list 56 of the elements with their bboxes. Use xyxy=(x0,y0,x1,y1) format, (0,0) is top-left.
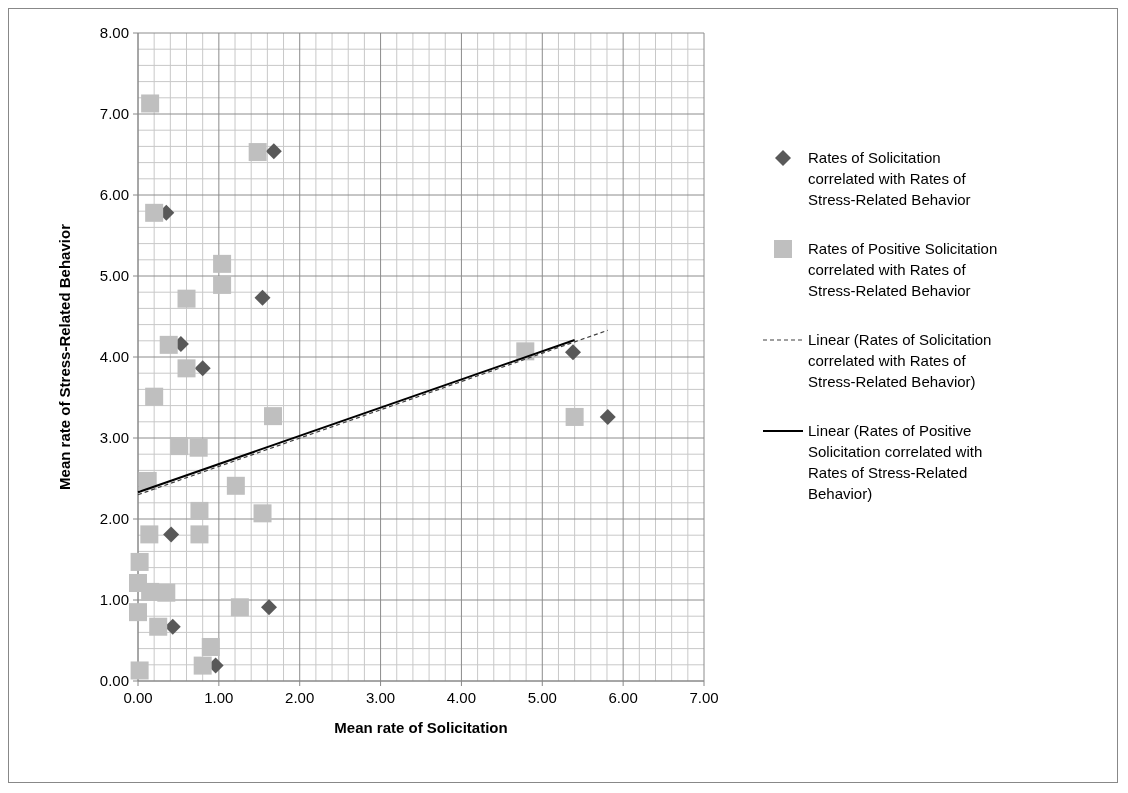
point xyxy=(260,599,277,616)
point xyxy=(177,359,196,378)
point xyxy=(201,637,220,656)
point xyxy=(230,598,249,617)
y-axis-title: Mean rate of Stress-Related Behavior xyxy=(56,223,73,490)
point xyxy=(226,476,245,495)
point xyxy=(129,603,147,622)
point xyxy=(193,656,212,675)
y-tick-label: 7.00 xyxy=(99,105,129,122)
point xyxy=(213,275,232,294)
x-tick-label: 5.00 xyxy=(527,689,557,706)
point xyxy=(145,387,164,406)
point xyxy=(190,525,209,544)
point xyxy=(177,289,196,308)
point xyxy=(159,335,178,354)
point xyxy=(565,407,584,426)
point xyxy=(599,408,616,425)
point xyxy=(213,254,232,273)
x-tick-label: 7.00 xyxy=(689,689,719,706)
legend-label: Linear (Rates of Solicitation correlated with Rates of Stress-Related Behavior) xyxy=(808,331,992,390)
point xyxy=(565,344,582,361)
point xyxy=(254,289,271,306)
y-tick-label: 8.00 xyxy=(99,24,129,41)
x-tick-label: 0.00 xyxy=(123,689,153,706)
point xyxy=(130,552,149,571)
point xyxy=(170,437,189,456)
x-tick-label: 6.00 xyxy=(608,689,638,706)
y-tick-label: 3.00 xyxy=(99,429,129,446)
point xyxy=(194,360,211,377)
point xyxy=(264,407,283,426)
x-tick-label: 3.00 xyxy=(365,689,396,706)
point xyxy=(138,471,157,490)
y-tick-label: 2.00 xyxy=(99,510,129,527)
legend-label: Rates of Solicitation correlated with Rates of Stress-Related Behavior xyxy=(808,149,971,208)
y-tick-label: 0.00 xyxy=(99,672,129,689)
point xyxy=(140,525,159,544)
x-tick-label: 4.00 xyxy=(446,689,477,706)
point xyxy=(253,504,272,523)
legend-label: Rates of Positive Solicitation correlated with Rates of Stress-Related Behavior xyxy=(808,240,998,299)
y-tick-label: 5.00 xyxy=(99,267,129,284)
point xyxy=(130,661,149,680)
point xyxy=(141,94,160,113)
point xyxy=(248,143,267,162)
point xyxy=(163,526,180,543)
y-tick-label: 6.00 xyxy=(99,186,129,203)
x-tick-label: 2.00 xyxy=(285,689,315,706)
point xyxy=(189,438,208,457)
legend-label: Linear (Rates of Positive Solicitation correlated with Rates of Stress-Related Behavior) xyxy=(808,422,983,502)
point xyxy=(145,203,164,222)
point xyxy=(149,617,168,636)
x-axis-title: Mean rate of Solicitation xyxy=(334,719,508,736)
point xyxy=(265,143,282,160)
point xyxy=(190,501,209,520)
y-tick-label: 4.00 xyxy=(99,348,129,365)
y-tick-label: 1.00 xyxy=(99,591,129,608)
x-tick-label: 1.00 xyxy=(204,689,234,706)
